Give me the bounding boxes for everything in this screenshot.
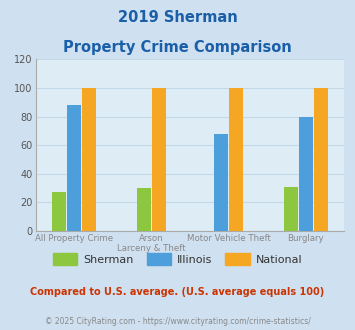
Bar (67, 105, 81, 231)
Text: Property Crime Comparison: Property Crime Comparison (63, 40, 292, 54)
Bar (152, 88, 166, 231)
Bar (214, 134, 228, 231)
Text: © 2025 CityRating.com - https://www.cityrating.com/crime-statistics/: © 2025 CityRating.com - https://www.city… (45, 317, 310, 326)
Text: Compared to U.S. average. (U.S. average equals 100): Compared to U.S. average. (U.S. average … (31, 287, 324, 297)
Bar (82, 88, 96, 231)
Bar (52, 192, 66, 231)
Bar (314, 88, 328, 231)
Text: 2019 Sherman: 2019 Sherman (118, 10, 237, 25)
Bar (284, 187, 297, 231)
Legend: Sherman, Illinois, National: Sherman, Illinois, National (49, 249, 306, 269)
Bar (137, 188, 151, 231)
Bar (229, 88, 243, 231)
Bar (299, 116, 313, 231)
